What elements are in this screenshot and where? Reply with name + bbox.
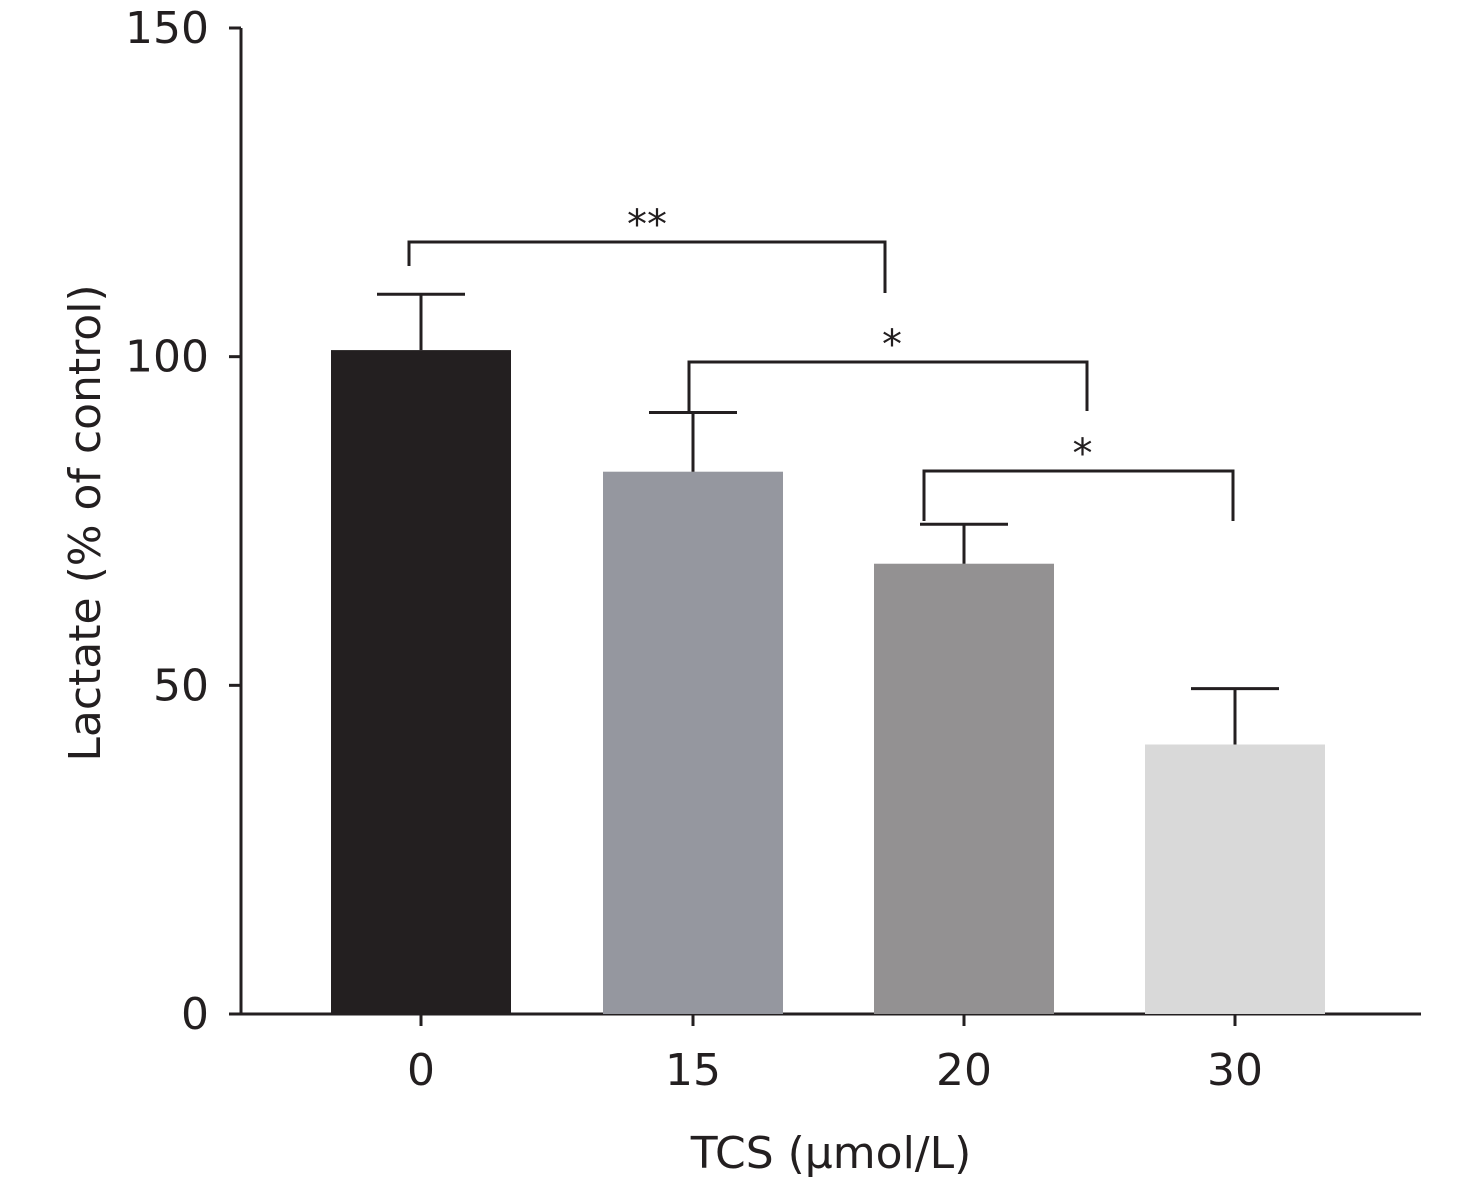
y-tick-label: 0 — [181, 989, 209, 1040]
error-bar-30 — [1191, 687, 1279, 745]
x-ticks-group: 0 15 20 30 — [407, 1014, 1263, 1096]
y-ticks-group: 0 50 100 150 — [125, 3, 241, 1040]
significance-label: * — [882, 322, 902, 368]
error-bars-group — [377, 292, 1279, 745]
significance-bracket — [407, 240, 887, 293]
y-tick-label: 100 — [125, 332, 209, 383]
x-tick-label: 0 — [407, 1045, 435, 1096]
significance-group: **** — [407, 202, 1235, 521]
x-tick-label: 15 — [665, 1045, 721, 1096]
bar-20 — [874, 563, 1054, 1014]
x-tick-label: 30 — [1207, 1045, 1263, 1096]
bar-0 — [331, 350, 511, 1014]
error-bar-15 — [649, 411, 737, 472]
x-tick-label: 20 — [936, 1045, 992, 1096]
y-axis-title: Lactate (% of control) — [60, 284, 111, 761]
significance-bracket — [687, 360, 1089, 412]
error-bar-0 — [377, 292, 465, 351]
significance-label: * — [1073, 431, 1093, 477]
significance-label: ** — [627, 202, 667, 248]
bar-30 — [1145, 744, 1325, 1014]
error-bar-20 — [920, 522, 1008, 564]
y-tick-label: 150 — [125, 3, 209, 54]
bars-group — [331, 350, 1325, 1014]
bar-15 — [603, 471, 783, 1014]
x-axis-title: TCS (μmol/L) — [690, 1128, 972, 1179]
significance-bracket — [922, 469, 1235, 521]
y-tick-label: 50 — [153, 660, 209, 711]
